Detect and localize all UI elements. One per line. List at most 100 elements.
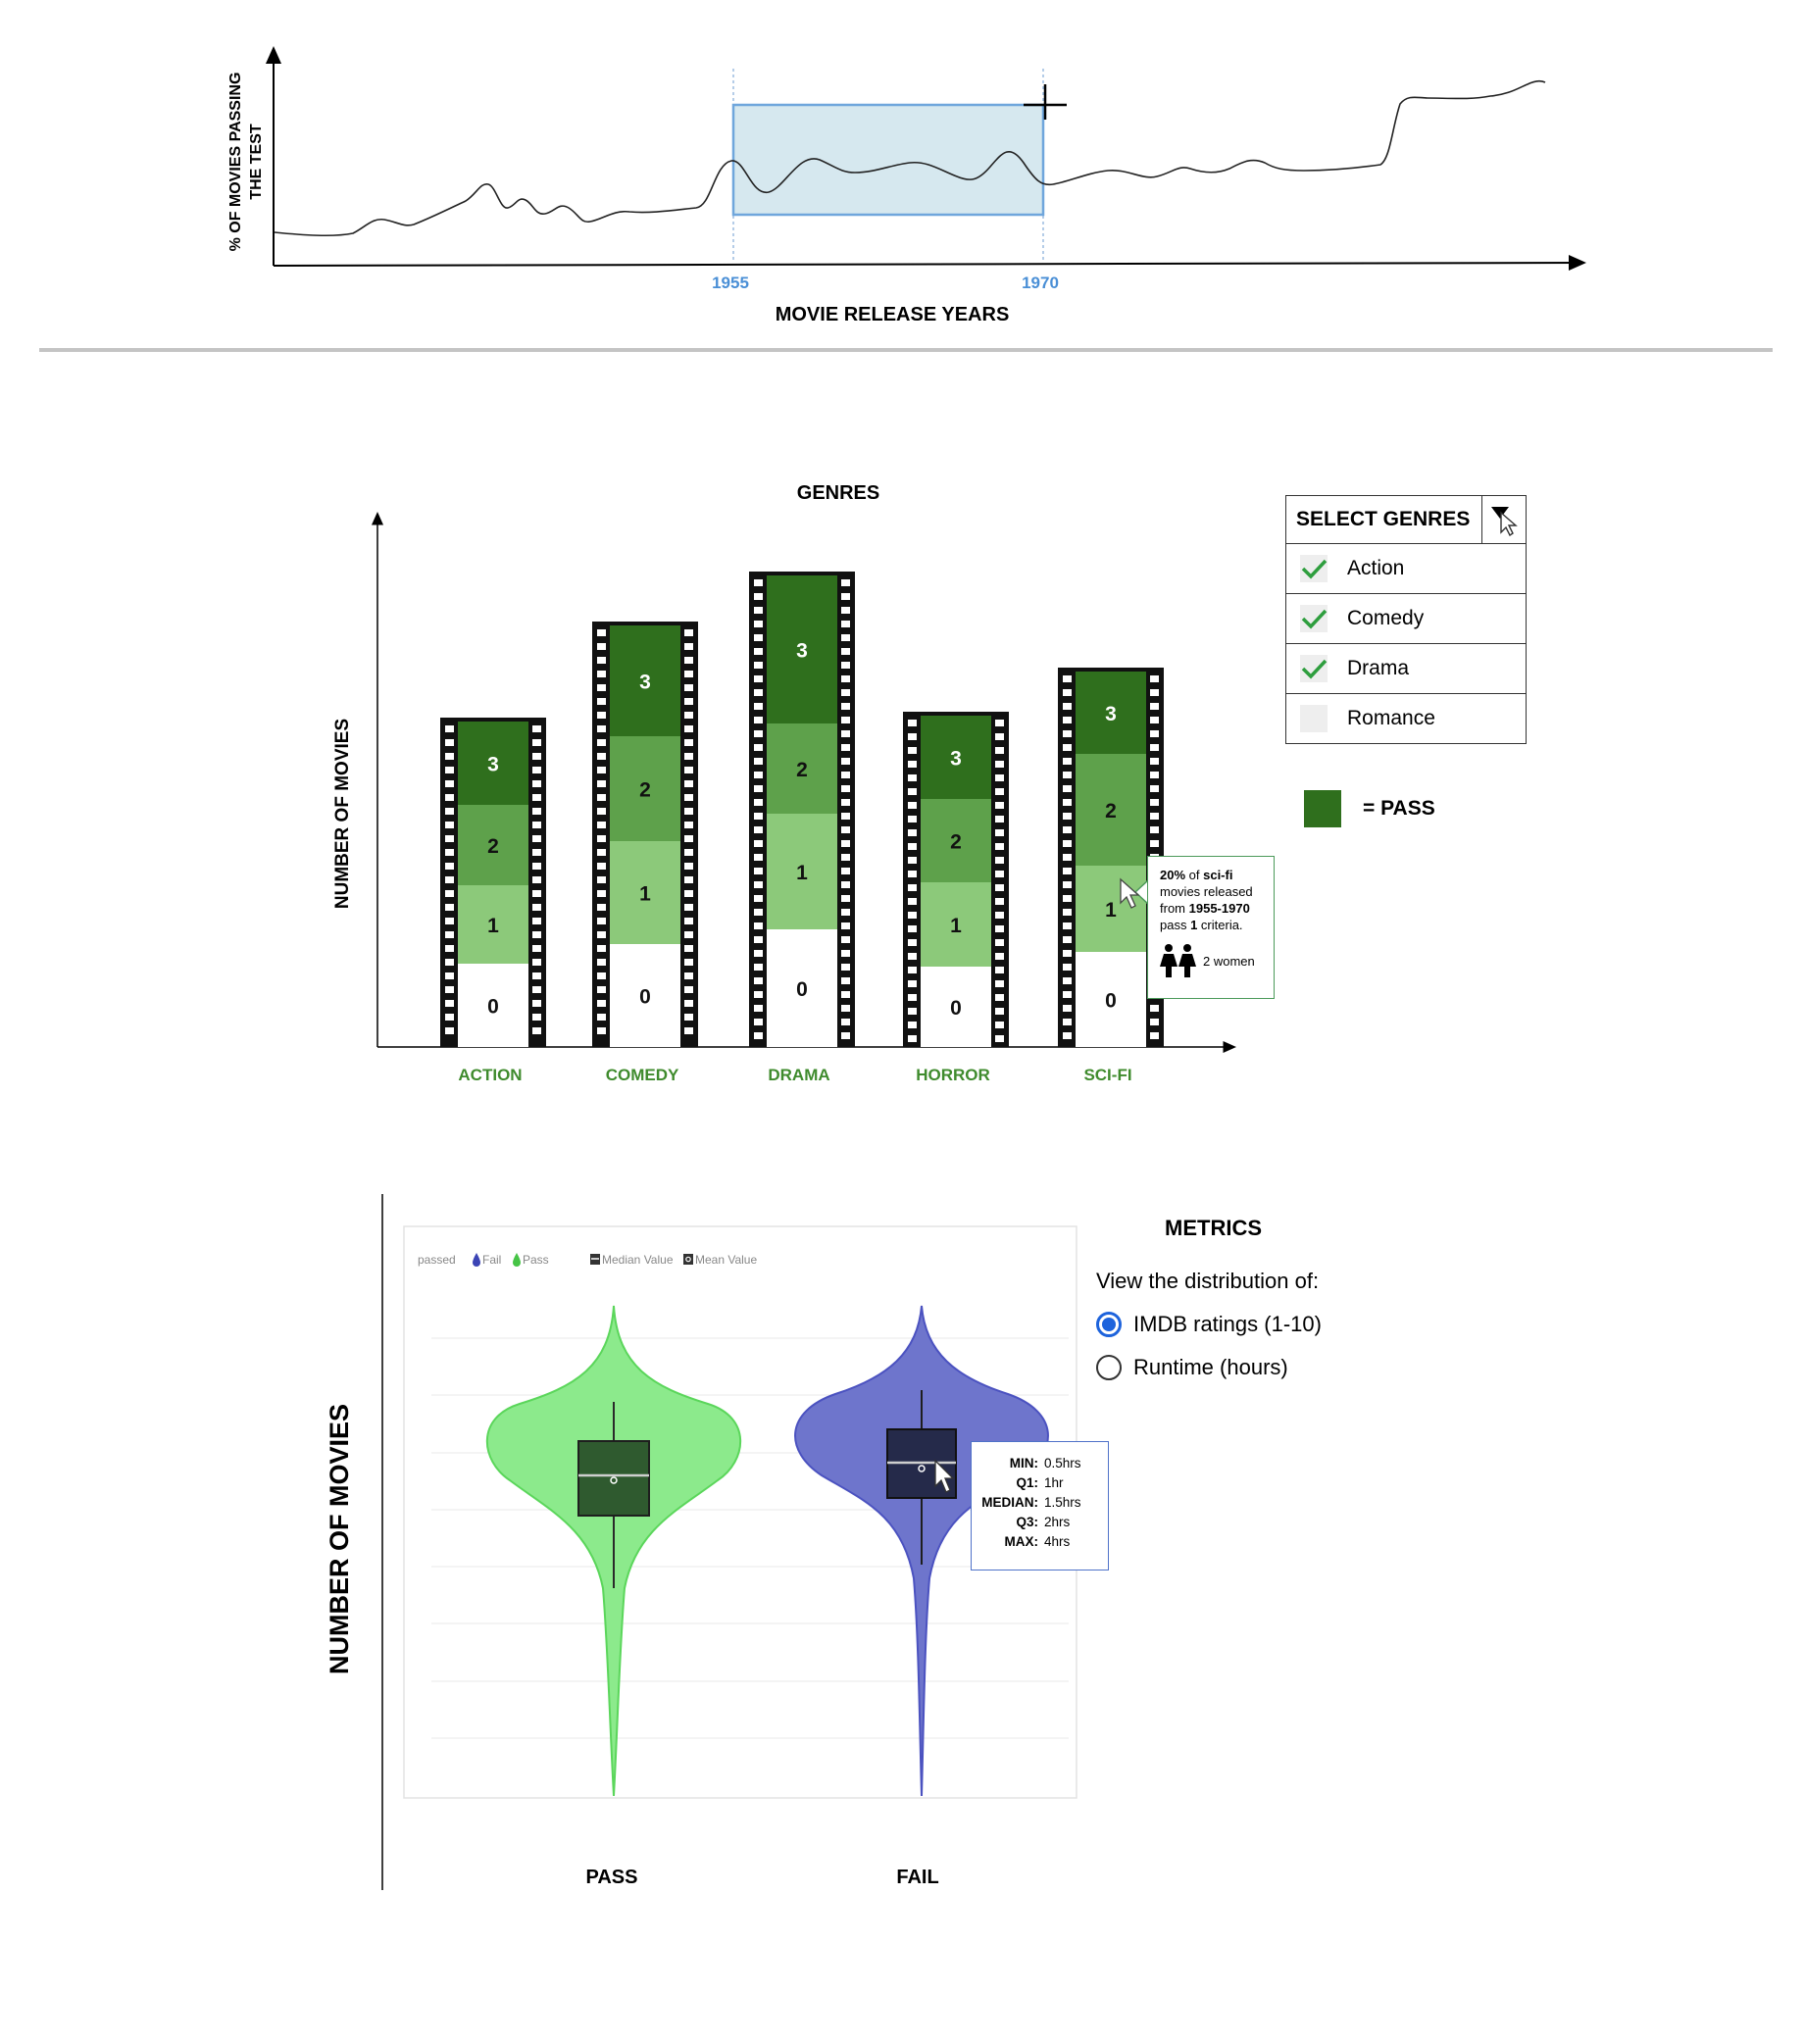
tt-q1-val: 1hr: [1044, 1475, 1064, 1490]
bar-segment-comedy-3[interactable]: [610, 625, 680, 736]
bar-group-sci-fi[interactable]: 0 1 2 3: [1058, 668, 1164, 1047]
genre-checkbox[interactable]: [1300, 655, 1328, 682]
film-sprockets: [597, 629, 693, 1034]
genres-bar-chart: GENRES NUMBER OF MOVIES 0 1 2 3 ACTION 0 1 2 3 CO…: [332, 482, 1236, 1084]
bar-segment-action-0[interactable]: [458, 964, 528, 1047]
segment-label: 1: [487, 915, 499, 937]
dropdown-arrow-icon: [1491, 507, 1518, 536]
bar-segment-drama-1[interactable]: [767, 814, 837, 929]
genre-checkbox[interactable]: [1300, 555, 1328, 582]
metrics-title: METRICS: [1165, 1216, 1262, 1240]
genres-ylabel: NUMBER OF MOVIES: [332, 719, 353, 909]
checkmark-icon: [1301, 609, 1328, 629]
violin-legend-pass: Pass: [523, 1253, 549, 1267]
tooltip-criteria: criteria.: [1197, 918, 1243, 932]
bar-segment-action-1[interactable]: [458, 885, 528, 964]
pass-category-label: PASS: [586, 1867, 638, 1888]
bar-segment-drama-3[interactable]: [767, 575, 837, 723]
genre-selector[interactable]: SELECT GENRES Action Comedy Drama Romance: [1285, 495, 1527, 744]
genre-option-label: Drama: [1347, 657, 1410, 679]
brush-selection[interactable]: [731, 103, 1045, 217]
genre-checkbox[interactable]: [1300, 605, 1328, 632]
bar-group-drama[interactable]: 0 1 2 3: [749, 572, 855, 1047]
genre-option-romance[interactable]: Romance: [1286, 694, 1526, 743]
genre-checkbox[interactable]: [1300, 705, 1328, 732]
metric-option-1[interactable]: Runtime (hours): [1096, 1355, 1322, 1380]
pass-legend: = PASS: [1304, 790, 1435, 827]
fail-drop-icon: [473, 1253, 480, 1267]
segment-label: 1: [950, 915, 962, 937]
tt-max-key: MAX:: [1004, 1534, 1039, 1549]
genre-option-label: Comedy: [1347, 607, 1425, 629]
bar-segment-horror-1[interactable]: [921, 882, 991, 967]
bar-segment-sci-fi-3[interactable]: [1076, 672, 1146, 754]
metric-option-label: IMDB ratings (1-10): [1133, 1312, 1322, 1336]
violin-chart: NUMBER OF MOVIES passed Fail Pass Median…: [325, 1194, 1077, 1890]
bar-segment-action-3[interactable]: [458, 722, 528, 805]
dropdown-toggle[interactable]: [1481, 496, 1526, 543]
bar-segment-sci-fi-2[interactable]: [1076, 754, 1146, 866]
tt-q3-key: Q3:: [1016, 1515, 1038, 1529]
fail-category-label: FAIL: [896, 1867, 938, 1888]
violin-stats-tooltip: MIN: 0.5hrs Q1: 1hr MEDIAN: 1.5hrs Q3: 2hrs …: [971, 1441, 1109, 1570]
genre-option-comedy[interactable]: Comedy: [1286, 594, 1526, 644]
violin-legend-mean: Mean Value: [695, 1253, 757, 1267]
bar-group-horror[interactable]: 0 1 2 3: [903, 712, 1009, 1047]
bar-group-action[interactable]: 0 1 2 3: [440, 718, 546, 1047]
genre-selector-header[interactable]: SELECT GENRES: [1286, 496, 1526, 544]
bar-group-comedy[interactable]: 0 1 2 3: [592, 622, 698, 1047]
segment-label: 2: [639, 779, 651, 802]
tt-min-val: 0.5hrs: [1044, 1456, 1081, 1471]
bar-segment-drama-0[interactable]: [767, 929, 837, 1047]
timeline-chart[interactable]: % OF MOVIES PASSING THE TEST 1955 1970 M…: [0, 0, 1804, 353]
radio-button[interactable]: [1096, 1355, 1122, 1380]
tt-q1-key: Q1:: [1016, 1475, 1038, 1490]
genre-selector-title: SELECT GENRES: [1296, 508, 1471, 530]
segment-label: 1: [796, 862, 808, 884]
bar-segment-action-2[interactable]: [458, 805, 528, 885]
bar-segment-horror-0[interactable]: [921, 967, 991, 1047]
mouse-cursor-icon: [1120, 877, 1140, 909]
violin-legend-passed: passed: [418, 1253, 456, 1267]
bar-segment-horror-3[interactable]: [921, 716, 991, 799]
timeline-xlabel: MOVIE RELEASE YEARS: [776, 304, 1010, 325]
segment-label: 2: [950, 831, 962, 854]
tooltip-years: 1955-1970: [1188, 901, 1250, 916]
bar-segment-sci-fi-0[interactable]: [1076, 952, 1146, 1047]
range-start-label: 1955: [712, 274, 749, 292]
bar-segment-comedy-0[interactable]: [610, 944, 680, 1047]
timeline-line: [274, 79, 1546, 237]
tt-max-val: 4hrs: [1044, 1534, 1071, 1549]
bar-segment-drama-2[interactable]: [767, 723, 837, 814]
radio-button[interactable]: [1096, 1312, 1122, 1337]
range-end-label: 1970: [1022, 274, 1059, 292]
fail-mean-marker: [918, 1465, 926, 1472]
segment-label: 3: [1105, 703, 1117, 725]
genre-option-label: Romance: [1347, 707, 1435, 729]
bar-segment-sci-fi-1[interactable]: [1076, 866, 1146, 952]
tt-median-val: 1.5hrs: [1044, 1495, 1081, 1510]
tooltip-of: of: [1185, 868, 1204, 882]
violin-legend-fail: Fail: [482, 1253, 501, 1267]
tooltip-line2: movies released: [1160, 884, 1253, 899]
violin-ylabel: NUMBER OF MOVIES: [325, 1404, 354, 1674]
bar-segment-comedy-2[interactable]: [610, 736, 680, 841]
genres-title: GENRES: [797, 482, 879, 504]
metrics-subtitle: View the distribution of:: [1096, 1269, 1320, 1293]
pass-mean-marker: [610, 1476, 618, 1484]
metric-option-0[interactable]: IMDB ratings (1-10): [1096, 1312, 1322, 1337]
segment-label: 3: [796, 640, 808, 663]
segment-label: 0: [639, 986, 651, 1009]
violin-legend-median: Median Value: [602, 1253, 674, 1267]
segment-label: 1: [1105, 899, 1117, 922]
genre-option-label: Action: [1347, 557, 1405, 579]
tt-min-key: MIN:: [1009, 1456, 1038, 1471]
bar-segment-comedy-1[interactable]: [610, 841, 680, 944]
checkmark-icon: [1301, 659, 1328, 679]
bar-segment-horror-2[interactable]: [921, 799, 991, 882]
genre-option-action[interactable]: Action: [1286, 544, 1526, 594]
metric-option-label: Runtime (hours): [1133, 1355, 1288, 1379]
category-label-drama: DRAMA: [768, 1066, 829, 1084]
genre-option-drama[interactable]: Drama: [1286, 644, 1526, 694]
category-label-sci-fi: SCI-FI: [1083, 1066, 1131, 1084]
